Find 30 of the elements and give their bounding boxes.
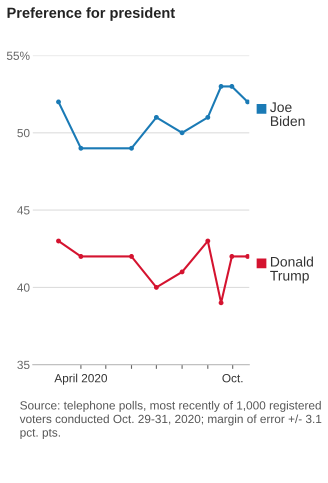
point xyxy=(180,270,185,274)
point xyxy=(56,238,61,244)
point xyxy=(154,284,159,290)
y-tick-label: 55% xyxy=(6,52,30,60)
legend-label: Joe Biden xyxy=(270,102,304,126)
point xyxy=(129,254,134,259)
point xyxy=(78,146,84,151)
point xyxy=(180,130,185,136)
point xyxy=(218,84,224,89)
point xyxy=(218,300,224,306)
y-tick-label: 40 xyxy=(17,283,30,292)
point xyxy=(154,114,159,120)
y-tick-label: 50 xyxy=(17,128,30,138)
chart-title: Preference for president xyxy=(8,7,175,21)
point xyxy=(245,254,250,259)
point xyxy=(245,99,250,104)
point xyxy=(78,254,84,259)
point xyxy=(229,254,234,259)
x-tick-label: April 2020 xyxy=(54,374,108,385)
point xyxy=(229,84,234,89)
source-note: Source: telephone polls, most recently of 1,000 registered voters conducted Oct. 29-31, 2020; margin of error +/- 3.1 pct. pts. xyxy=(20,400,322,440)
x-tick-label: Oct. xyxy=(222,374,242,382)
point xyxy=(205,238,210,244)
point xyxy=(205,114,210,120)
point xyxy=(129,146,134,151)
point xyxy=(56,99,61,104)
line-series xyxy=(56,84,250,151)
y-tick-label: 35 xyxy=(17,360,30,370)
legend-label: Donald Trump xyxy=(270,256,313,284)
y-tick-label: 45 xyxy=(17,206,30,214)
